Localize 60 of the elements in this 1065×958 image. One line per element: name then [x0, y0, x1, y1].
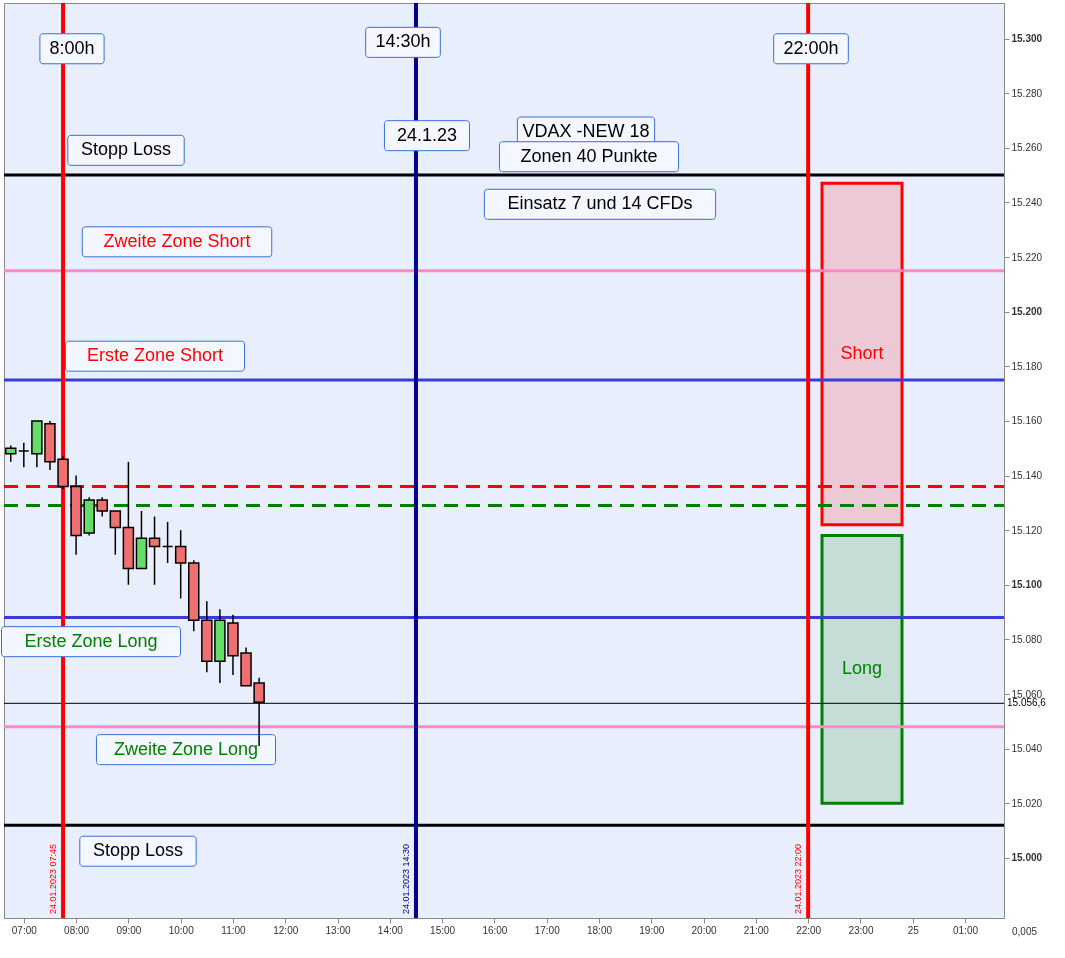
annotation: Stopp Loss — [80, 139, 172, 160]
x-tick-label: 25 — [907, 924, 920, 936]
x-tick-label: 18:00 — [586, 924, 613, 936]
x-tick-label: 10:00 — [168, 924, 195, 936]
y-tick-label: 15.020 — [1011, 797, 1043, 809]
y-tick-label: 15.280 — [1011, 87, 1043, 99]
candlestick — [18, 442, 30, 469]
x-tick-label: 20:00 — [691, 924, 718, 936]
ref-line-label: 15.056,6 — [1007, 697, 1047, 709]
annotation: 14:30h — [375, 31, 431, 52]
candlestick — [174, 529, 187, 600]
candlestick — [161, 521, 174, 564]
x-tick-label: 19:00 — [639, 924, 665, 936]
x-tick-label: 11:00 — [221, 924, 247, 936]
y-tick-label: 15.060 — [1011, 688, 1043, 700]
x-tick-label: 08:00 — [64, 924, 90, 936]
x-tick-label: 15:00 — [430, 924, 456, 936]
x-tick-label: 23:00 — [848, 924, 874, 936]
annotation: Zweite Zone Long — [113, 738, 259, 759]
ref-line-label: 24.01.2023 14:30 — [400, 843, 411, 914]
annotation: Stopp Loss — [92, 840, 184, 861]
y-tick-label: 15.040 — [1011, 743, 1043, 755]
x-tick-label: 14:00 — [377, 924, 404, 936]
y-tick-label: 15.100 — [1011, 579, 1043, 591]
band-label: Long — [841, 658, 883, 679]
annotation: 22:00h — [783, 37, 839, 58]
x-tick-label: 21:00 — [743, 924, 770, 936]
annotation: VDAX -NEW 18 — [522, 121, 650, 142]
candlestick — [109, 510, 122, 556]
annotation: Zweite Zone Short — [103, 230, 251, 251]
y-tick-label: 15.080 — [1011, 633, 1043, 645]
x-tick-label: 12:00 — [273, 924, 299, 936]
y-tick-label: 15.220 — [1011, 251, 1043, 263]
y-tick-label: 15.140 — [1011, 470, 1043, 482]
x-tick-label: 16:00 — [482, 924, 508, 936]
annotation: Einsatz 7 und 14 CFDs — [507, 193, 693, 214]
ref-line-label: 24.01.2023 07:45 — [48, 843, 59, 914]
x-tick-label: 09:00 — [116, 924, 142, 936]
annotation: Erste Zone Long — [24, 630, 158, 651]
text: 0,005 — [1012, 926, 1038, 937]
x-tick-label: 07:00 — [11, 924, 38, 936]
annotation: Zonen 40 Punkte — [520, 145, 658, 166]
annotation: Erste Zone Short — [86, 345, 224, 366]
y-tick-label: 15.000 — [1011, 852, 1043, 864]
band-label: Short — [840, 342, 884, 363]
x-tick-label: 13:00 — [325, 924, 351, 936]
annotation: 24.1.23 — [396, 124, 458, 145]
x-tick-label: 17:00 — [534, 924, 561, 936]
annotation: 8:00h — [49, 37, 95, 58]
y-tick-label: 15.200 — [1011, 306, 1043, 318]
x-tick-label: 01:00 — [953, 924, 979, 936]
y-tick-label: 15.240 — [1011, 196, 1043, 208]
ref-line-label: 24.01.2023 22:00 — [793, 843, 804, 914]
y-tick-label: 15.180 — [1011, 360, 1043, 372]
y-tick-label: 15.260 — [1011, 142, 1043, 154]
x-tick-label: 22:00 — [796, 924, 822, 936]
y-tick-label: 15.160 — [1011, 415, 1043, 427]
y-tick-label: 15.120 — [1011, 524, 1043, 536]
y-tick-label: 15.300 — [1011, 33, 1043, 45]
candlestick — [148, 515, 161, 586]
